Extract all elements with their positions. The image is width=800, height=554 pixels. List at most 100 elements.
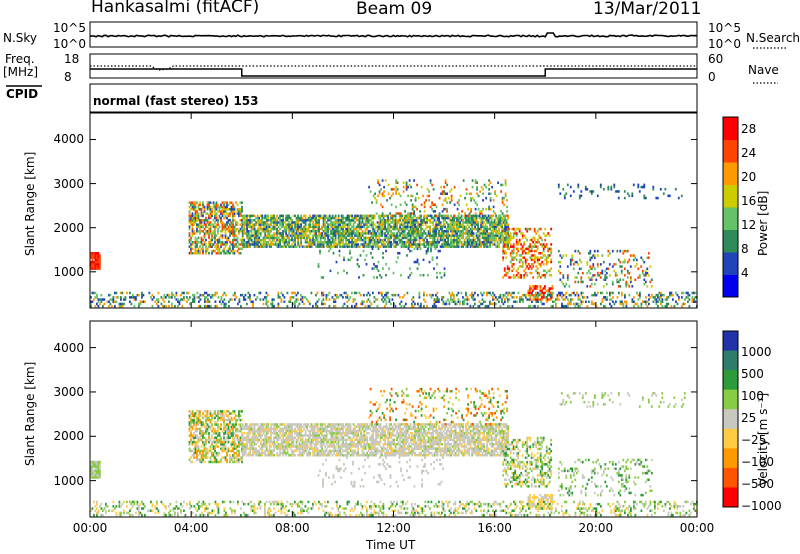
scatter-cell: [196, 249, 198, 253]
scatter-cell: [203, 432, 206, 435]
scatter-cell: [475, 214, 478, 218]
scatter-cell: [151, 298, 154, 301]
scatter-cell: [508, 276, 511, 279]
scatter-cell: [556, 293, 559, 297]
scatter-cell: [410, 194, 412, 198]
scatter-cell: [325, 227, 328, 231]
scatter-cell: [197, 236, 200, 240]
scatter-cell: [133, 298, 136, 301]
scatter-cell: [403, 223, 406, 226]
scatter-cell: [412, 230, 415, 233]
scatter-cell: [601, 298, 604, 301]
scatter-cell: [423, 219, 425, 222]
scatter-cell: [193, 440, 195, 444]
scatter-cell: [480, 243, 482, 246]
scatter-cell: [628, 271, 631, 275]
scatter-cell: [363, 243, 365, 246]
scatter-cell: [418, 232, 421, 235]
scatter-cell: [264, 234, 267, 237]
scatter-cell: [337, 214, 340, 218]
scatter-cell: [322, 245, 325, 248]
scatter-cell: [606, 296, 608, 299]
scatter-cell: [355, 227, 358, 231]
scatter-cell: [480, 219, 482, 222]
scatter-cell: [221, 456, 224, 459]
scatter-cell: [403, 232, 406, 235]
scatter-cell: [480, 221, 482, 224]
scatter-cell: [626, 260, 629, 264]
scatter-cell: [303, 296, 305, 299]
scatter-cell: [297, 238, 299, 242]
scatter-cell: [288, 238, 290, 242]
scatter-cell: [224, 440, 227, 444]
scatter-cell: [319, 249, 321, 253]
scatter-cell: [361, 230, 364, 233]
scatter-cell: [338, 249, 341, 253]
scatter-cell: [504, 179, 507, 182]
scatter-cell: [478, 243, 481, 246]
scatter-cell: [211, 454, 213, 457]
scatter-cell: [236, 212, 239, 215]
scatter-cell: [207, 300, 209, 303]
scatter-cell: [241, 205, 243, 209]
scatter-cell: [539, 276, 542, 279]
scatter-cell: [477, 238, 479, 242]
scatter-cell: [562, 276, 565, 279]
scatter-cell: [477, 214, 479, 218]
scatter-cell: [533, 236, 536, 240]
scatter-cell: [385, 219, 388, 222]
scatter-cell: [93, 298, 95, 301]
scatter-cell: [224, 423, 227, 426]
scatter-cell: [264, 241, 267, 244]
scatter-cell: [96, 302, 98, 306]
scatter-cell: [366, 300, 368, 303]
scatter-cell: [470, 207, 472, 211]
scatter-cell: [276, 219, 278, 222]
scatter-cell: [129, 300, 131, 303]
scatter-cell: [573, 291, 575, 295]
scatter-cell: [297, 216, 299, 220]
scatter-cell: [501, 219, 503, 222]
scatter-cell: [457, 221, 460, 224]
scatter-cell: [436, 232, 439, 235]
scatter-cell: [91, 252, 94, 255]
scatter-cell: [277, 304, 280, 308]
scatter-cell: [346, 214, 349, 218]
scatter-cell: [202, 252, 204, 255]
scatter-cell: [403, 214, 406, 218]
scatter-cell: [348, 298, 350, 301]
scatter-cell: [382, 300, 385, 303]
scatter-cell: [216, 304, 218, 308]
scatter-cell: [224, 210, 227, 213]
scatter-cell: [396, 181, 399, 184]
scatter-cell: [388, 300, 391, 303]
scatter-cell: [456, 232, 458, 235]
scatter-cell: [450, 243, 452, 246]
scatter-cell: [486, 245, 488, 248]
scatter-cell: [634, 256, 637, 259]
scatter-cell: [501, 225, 503, 229]
scatter-cell: [93, 260, 95, 264]
scatter-cell: [361, 216, 364, 220]
scatter-cell: [223, 227, 225, 231]
scatter-cell: [197, 414, 200, 417]
scatter-cell: [631, 194, 634, 198]
scatter-cell: [388, 230, 391, 233]
scatter-cell: [279, 214, 281, 218]
scatter-cell: [432, 238, 434, 242]
scatter-cell: [292, 245, 295, 248]
scatter-cell: [468, 236, 470, 240]
scatter-cell: [233, 232, 236, 235]
scatter-cell: [304, 241, 307, 244]
scatter-cell: [637, 298, 640, 301]
scatter-cell: [543, 302, 545, 306]
scatter-cell: [255, 230, 257, 233]
scatter-cell: [443, 271, 446, 275]
scatter-cell: [194, 205, 197, 209]
scatter-cell: [376, 265, 378, 268]
scatter-cell: [498, 223, 500, 226]
scatter-cell: [397, 252, 399, 255]
scatter-cell: [577, 296, 580, 299]
scatter-cell: [508, 267, 511, 270]
scatter-cell: [206, 221, 209, 224]
